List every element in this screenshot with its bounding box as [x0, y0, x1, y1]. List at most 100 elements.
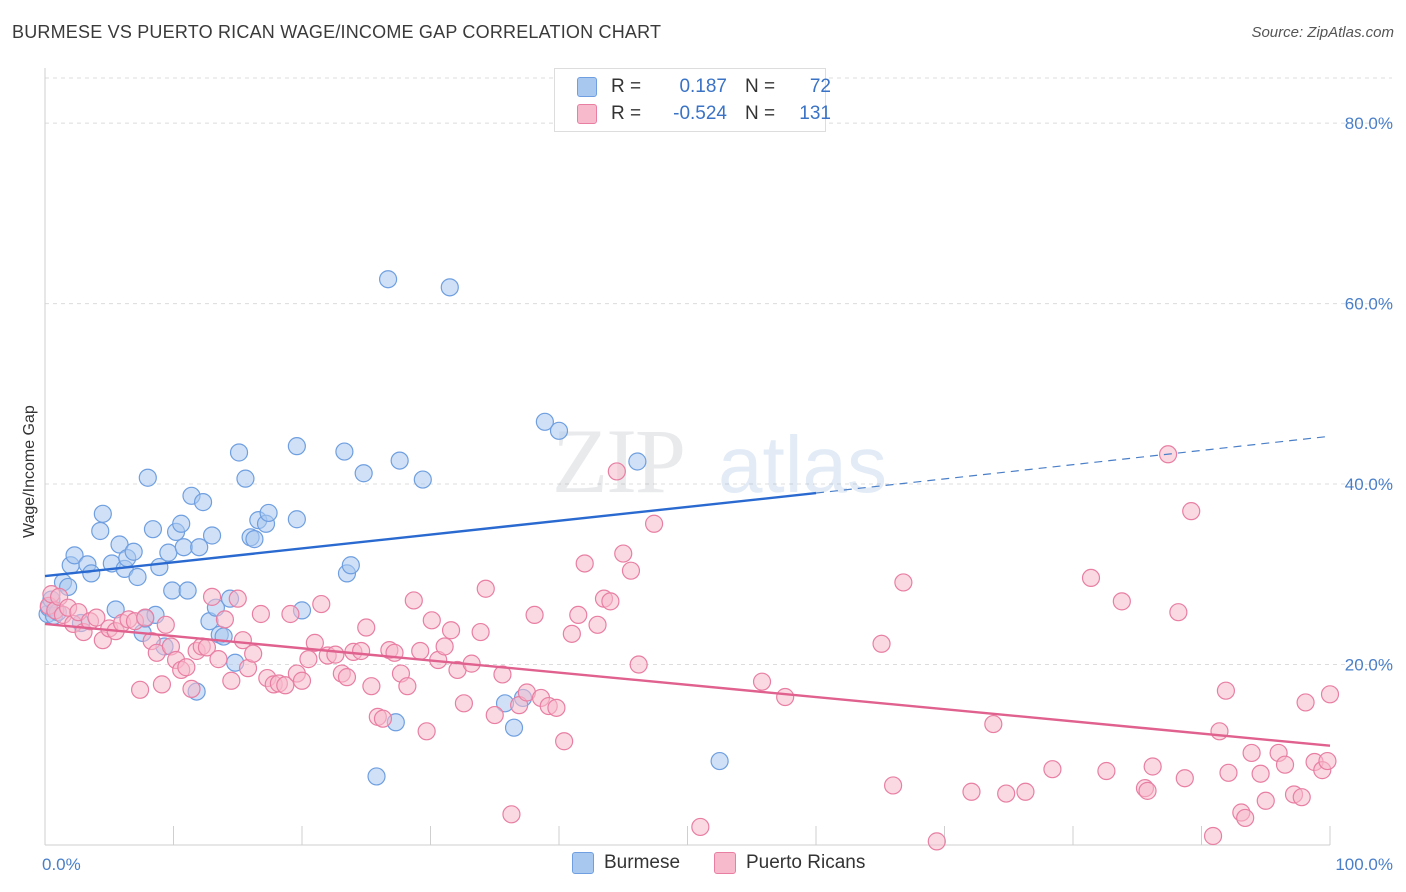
series-legend: Burmese Puerto Ricans	[0, 852, 1406, 876]
data-point	[1175, 769, 1194, 788]
data-point	[159, 543, 178, 562]
data-point	[202, 526, 222, 545]
data-point	[1169, 603, 1188, 622]
data-point	[354, 464, 373, 483]
trend-line-puerto-ricans	[44, 622, 1331, 747]
data-point	[143, 520, 163, 539]
data-point	[1182, 502, 1201, 521]
data-point	[1143, 757, 1162, 776]
data-point	[411, 641, 430, 661]
data-point	[130, 680, 150, 699]
data-point	[312, 594, 331, 614]
data-point	[1256, 791, 1275, 810]
data-point	[287, 510, 306, 529]
trend-lines	[44, 435, 1331, 747]
data-point	[614, 544, 633, 563]
legend-label-burmese: Burmese	[604, 852, 681, 873]
data-point	[362, 677, 381, 696]
data-point	[621, 561, 641, 580]
data-point	[93, 504, 112, 523]
data-point	[1236, 808, 1255, 828]
y-tick-labels: 20.0% 40.0% 60.0% 80.0%	[1345, 114, 1393, 674]
legend-n-label: N =	[745, 76, 776, 97]
data-point	[504, 718, 524, 737]
data-point	[163, 581, 182, 600]
watermark-zip: ZIP	[552, 410, 684, 512]
watermark: ZIP atlas	[552, 410, 887, 512]
data-point	[962, 782, 981, 801]
data-point	[535, 412, 554, 431]
data-point	[485, 705, 504, 725]
data-point	[138, 468, 157, 487]
data-point	[549, 421, 569, 440]
data-point	[569, 605, 588, 625]
data-point	[413, 470, 432, 489]
data-point	[1242, 743, 1261, 763]
data-point	[156, 615, 175, 634]
data-point	[337, 668, 357, 687]
x-tick-label: 100.0%	[1335, 855, 1393, 874]
data-point	[1081, 568, 1101, 588]
data-point	[172, 514, 191, 533]
data-point	[691, 817, 710, 837]
data-point	[1210, 722, 1229, 741]
x-tick-labels: 0.0% 100.0%	[42, 855, 1393, 874]
data-point	[174, 538, 193, 557]
data-point	[872, 634, 891, 653]
data-point	[555, 732, 574, 751]
data-point	[292, 671, 312, 690]
data-point	[404, 591, 423, 610]
data-point	[128, 567, 147, 587]
data-point	[87, 608, 106, 627]
data-point	[575, 554, 594, 573]
data-point	[202, 587, 222, 606]
data-point	[299, 650, 318, 669]
data-point	[1203, 826, 1223, 846]
legend-n-label: N =	[745, 103, 776, 124]
chart-title: BURMESE VS PUERTO RICAN WAGE/INCOME GAP …	[12, 22, 662, 42]
data-point	[357, 618, 376, 637]
data-point	[136, 608, 155, 627]
data-point	[1318, 751, 1337, 771]
data-point	[182, 679, 201, 698]
data-point	[1043, 760, 1062, 779]
legend-r-label: R =	[611, 103, 642, 124]
data-point	[776, 687, 795, 707]
grid-lines	[45, 77, 1392, 666]
legend-item-burmese: Burmese	[572, 852, 680, 874]
data-point	[110, 535, 129, 554]
data-point	[417, 722, 436, 741]
data-point	[209, 650, 228, 669]
legend-n-value: 131	[799, 103, 831, 124]
data-point	[287, 437, 306, 456]
legend-row-burmese: R = 0.187 N = 72	[577, 75, 831, 99]
data-point	[390, 451, 409, 470]
data-point	[454, 694, 474, 713]
data-point	[367, 767, 386, 786]
data-point	[193, 493, 213, 512]
data-point	[251, 604, 270, 624]
data-point	[710, 751, 729, 771]
data-point	[378, 270, 398, 289]
legend-item-puerto-ricans: Puerto Ricans	[714, 852, 865, 874]
data-point	[1016, 782, 1035, 801]
legend-r-label: R =	[611, 76, 642, 97]
correlation-legend: R = 0.187 N = 72 R = -0.524 N = 131	[554, 68, 831, 132]
data-point	[997, 784, 1016, 803]
data-point	[190, 538, 209, 557]
data-point	[927, 832, 946, 851]
data-point	[628, 452, 647, 471]
data-point	[894, 573, 913, 592]
legend-row-puerto-ricans: R = -0.524 N = 131	[577, 102, 831, 126]
legend-n-value: 72	[809, 76, 831, 97]
data-point	[752, 672, 772, 691]
data-point	[1251, 764, 1270, 783]
series-burmese-points	[38, 270, 729, 786]
data-point	[629, 655, 648, 674]
legend-swatch-burmese	[572, 852, 594, 874]
data-point	[259, 503, 278, 523]
data-point	[178, 581, 197, 600]
data-point	[493, 665, 512, 684]
trend-line-burmese	[44, 491, 817, 578]
